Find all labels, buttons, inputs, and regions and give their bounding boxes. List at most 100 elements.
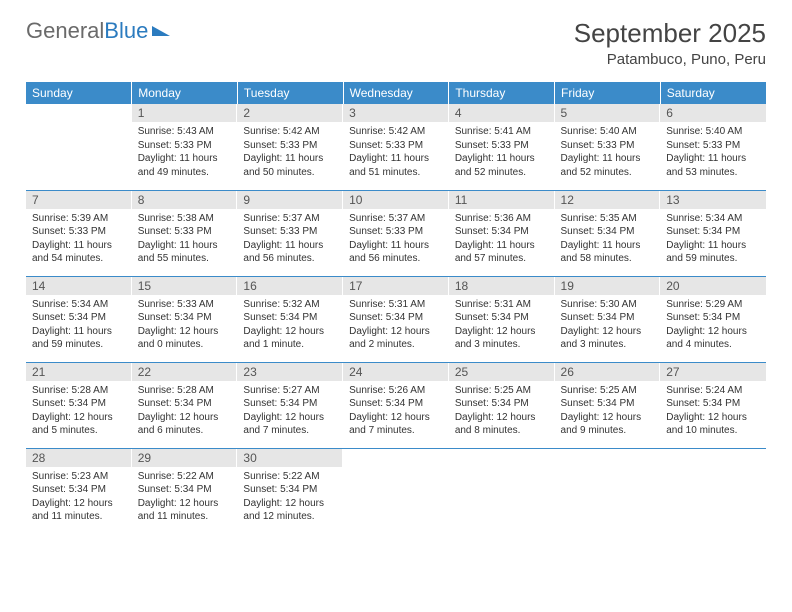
day-content-line: and 5 minutes. (32, 424, 126, 438)
calendar-cell (449, 448, 555, 534)
day-content-line: Daylight: 12 hours (243, 497, 337, 511)
day-content: Sunrise: 5:40 AMSunset: 5:33 PMDaylight:… (555, 122, 661, 183)
day-header: Saturday (660, 82, 766, 104)
day-content-line: Sunset: 5:34 PM (138, 483, 232, 497)
header: GeneralBlue September 2025 Patambuco, Pu… (26, 18, 766, 68)
day-content-line: Daylight: 11 hours (666, 152, 760, 166)
day-content-line: Sunrise: 5:41 AM (455, 125, 549, 139)
day-content-line: Sunrise: 5:39 AM (32, 212, 126, 226)
day-content: Sunrise: 5:25 AMSunset: 5:34 PMDaylight:… (555, 381, 661, 442)
day-number: 21 (26, 363, 132, 381)
day-content-line: and 54 minutes. (32, 252, 126, 266)
day-content-line: Daylight: 12 hours (561, 325, 655, 339)
day-content-line: Sunset: 5:33 PM (666, 139, 760, 153)
logo: GeneralBlue (26, 18, 170, 44)
day-content-line: Daylight: 12 hours (561, 411, 655, 425)
calendar-cell: 22 Sunrise: 5:28 AMSunset: 5:34 PMDayligh… (132, 362, 238, 448)
day-content: Sunrise: 5:28 AMSunset: 5:34 PMDaylight:… (26, 381, 132, 442)
calendar-cell: 15Sunrise: 5:33 AMSunset: 5:34 PMDayligh… (132, 276, 238, 362)
calendar-cell: 4Sunrise: 5:41 AMSunset: 5:33 PMDaylight… (449, 104, 555, 190)
day-content-line: and 52 minutes. (455, 166, 549, 180)
calendar-cell (660, 448, 766, 534)
day-content: Sunrise: 5:22 AMSunset: 5:34 PMDaylight:… (132, 467, 238, 528)
day-content-line: and 51 minutes. (349, 166, 443, 180)
calendar-cell: 7Sunrise: 5:39 AMSunset: 5:33 PMDaylight… (26, 190, 132, 276)
day-number: 25 (449, 363, 555, 381)
day-content-line: Sunset: 5:33 PM (243, 225, 337, 239)
day-content: Sunrise: 5:37 AMSunset: 5:33 PMDaylight:… (343, 209, 449, 270)
day-content-line: Daylight: 11 hours (349, 152, 443, 166)
day-content-line: Sunset: 5:34 PM (349, 311, 443, 325)
calendar-cell: 16Sunrise: 5:32 AMSunset: 5:34 PMDayligh… (237, 276, 343, 362)
day-content-line: Daylight: 11 hours (455, 152, 549, 166)
day-number: 22 (132, 363, 238, 381)
calendar-table: SundayMondayTuesdayWednesdayThursdayFrid… (26, 82, 766, 534)
day-content-line: Sunrise: 5:27 AM (243, 384, 337, 398)
calendar-cell: 25Sunrise: 5:25 AMSunset: 5:34 PMDayligh… (449, 362, 555, 448)
day-content: Sunrise: 5:43 AMSunset: 5:33 PMDaylight:… (132, 122, 238, 183)
month-title: September 2025 (574, 18, 766, 49)
day-content-line: Daylight: 12 hours (138, 497, 232, 511)
day-content-line: Daylight: 12 hours (349, 325, 443, 339)
day-content-line: Sunset: 5:34 PM (666, 397, 760, 411)
day-content-line: Sunset: 5:34 PM (561, 397, 655, 411)
day-content-line: Daylight: 11 hours (138, 152, 232, 166)
calendar-cell: 11Sunrise: 5:36 AMSunset: 5:34 PMDayligh… (449, 190, 555, 276)
day-content-line: Sunset: 5:33 PM (561, 139, 655, 153)
day-content: Sunrise: 5:23 AMSunset: 5:34 PMDaylight:… (26, 467, 132, 528)
day-content-line: Sunrise: 5:43 AM (138, 125, 232, 139)
calendar-cell: 26Sunrise: 5:25 AMSunset: 5:34 PMDayligh… (555, 362, 661, 448)
day-number: 27 (660, 363, 766, 381)
day-number: 15 (132, 277, 238, 295)
title-block: September 2025 Patambuco, Puno, Peru (574, 18, 766, 68)
day-content-line: and 9 minutes. (561, 424, 655, 438)
day-content: Sunrise: 5:37 AMSunset: 5:33 PMDaylight:… (237, 209, 343, 270)
day-content-line: and 59 minutes. (666, 252, 760, 266)
day-content: Sunrise: 5:24 AMSunset: 5:34 PMDaylight:… (660, 381, 766, 442)
day-header: Monday (132, 82, 238, 104)
day-content-line: and 7 minutes. (243, 424, 337, 438)
day-content-line: Sunset: 5:34 PM (349, 397, 443, 411)
day-content-line: Sunrise: 5:36 AM (455, 212, 549, 226)
logo-text-part2: Blue (104, 18, 148, 44)
day-header: Sunday (26, 82, 132, 104)
day-content-line: Daylight: 12 hours (243, 411, 337, 425)
day-content-line: Daylight: 12 hours (138, 411, 232, 425)
calendar-week-row: 28Sunrise: 5:23 AMSunset: 5:34 PMDayligh… (26, 448, 766, 534)
day-content: Sunrise: 5:42 AMSunset: 5:33 PMDaylight:… (343, 122, 449, 183)
day-number: 13 (660, 191, 766, 209)
calendar-cell: 3Sunrise: 5:42 AMSunset: 5:33 PMDaylight… (343, 104, 449, 190)
day-content: Sunrise: 5:27 AMSunset: 5:34 PMDaylight:… (237, 381, 343, 442)
day-content-line: Sunset: 5:34 PM (138, 397, 232, 411)
day-content: Sunrise: 5:25 AMSunset: 5:34 PMDaylight:… (449, 381, 555, 442)
day-number: 6 (660, 104, 766, 122)
day-number: 20 (660, 277, 766, 295)
day-content-line: Sunset: 5:33 PM (138, 139, 232, 153)
calendar-cell: 29Sunrise: 5:22 AMSunset: 5:34 PMDayligh… (132, 448, 238, 534)
day-content-line: Sunrise: 5:34 AM (32, 298, 126, 312)
day-content-line: Daylight: 11 hours (32, 325, 126, 339)
calendar-cell: 23Sunrise: 5:27 AMSunset: 5:34 PMDayligh… (237, 362, 343, 448)
calendar-cell: 6Sunrise: 5:40 AMSunset: 5:33 PMDaylight… (660, 104, 766, 190)
day-number: 9 (237, 191, 343, 209)
day-content-line: Sunrise: 5:25 AM (561, 384, 655, 398)
calendar-cell: 5Sunrise: 5:40 AMSunset: 5:33 PMDaylight… (555, 104, 661, 190)
day-content: Sunrise: 5:39 AMSunset: 5:33 PMDaylight:… (26, 209, 132, 270)
day-content: Sunrise: 5:42 AMSunset: 5:33 PMDaylight:… (237, 122, 343, 183)
day-header: Thursday (449, 82, 555, 104)
calendar-week-row: 7Sunrise: 5:39 AMSunset: 5:33 PMDaylight… (26, 190, 766, 276)
day-number: 5 (555, 104, 661, 122)
day-content-line: Daylight: 11 hours (666, 239, 760, 253)
day-header-row: SundayMondayTuesdayWednesdayThursdayFrid… (26, 82, 766, 104)
day-content: Sunrise: 5:36 AMSunset: 5:34 PMDaylight:… (449, 209, 555, 270)
day-content-line: and 56 minutes. (243, 252, 337, 266)
day-content-line: Sunset: 5:34 PM (666, 311, 760, 325)
day-content-line: Sunrise: 5:28 AM (138, 384, 232, 398)
day-content-line: Sunrise: 5:22 AM (138, 470, 232, 484)
day-content-line: Daylight: 11 hours (243, 152, 337, 166)
day-content-line: and 7 minutes. (349, 424, 443, 438)
calendar-cell: 1Sunrise: 5:43 AMSunset: 5:33 PMDaylight… (132, 104, 238, 190)
day-content-line: Sunrise: 5:38 AM (138, 212, 232, 226)
day-content-line: Sunrise: 5:28 AM (32, 384, 126, 398)
calendar-cell: 20Sunrise: 5:29 AMSunset: 5:34 PMDayligh… (660, 276, 766, 362)
